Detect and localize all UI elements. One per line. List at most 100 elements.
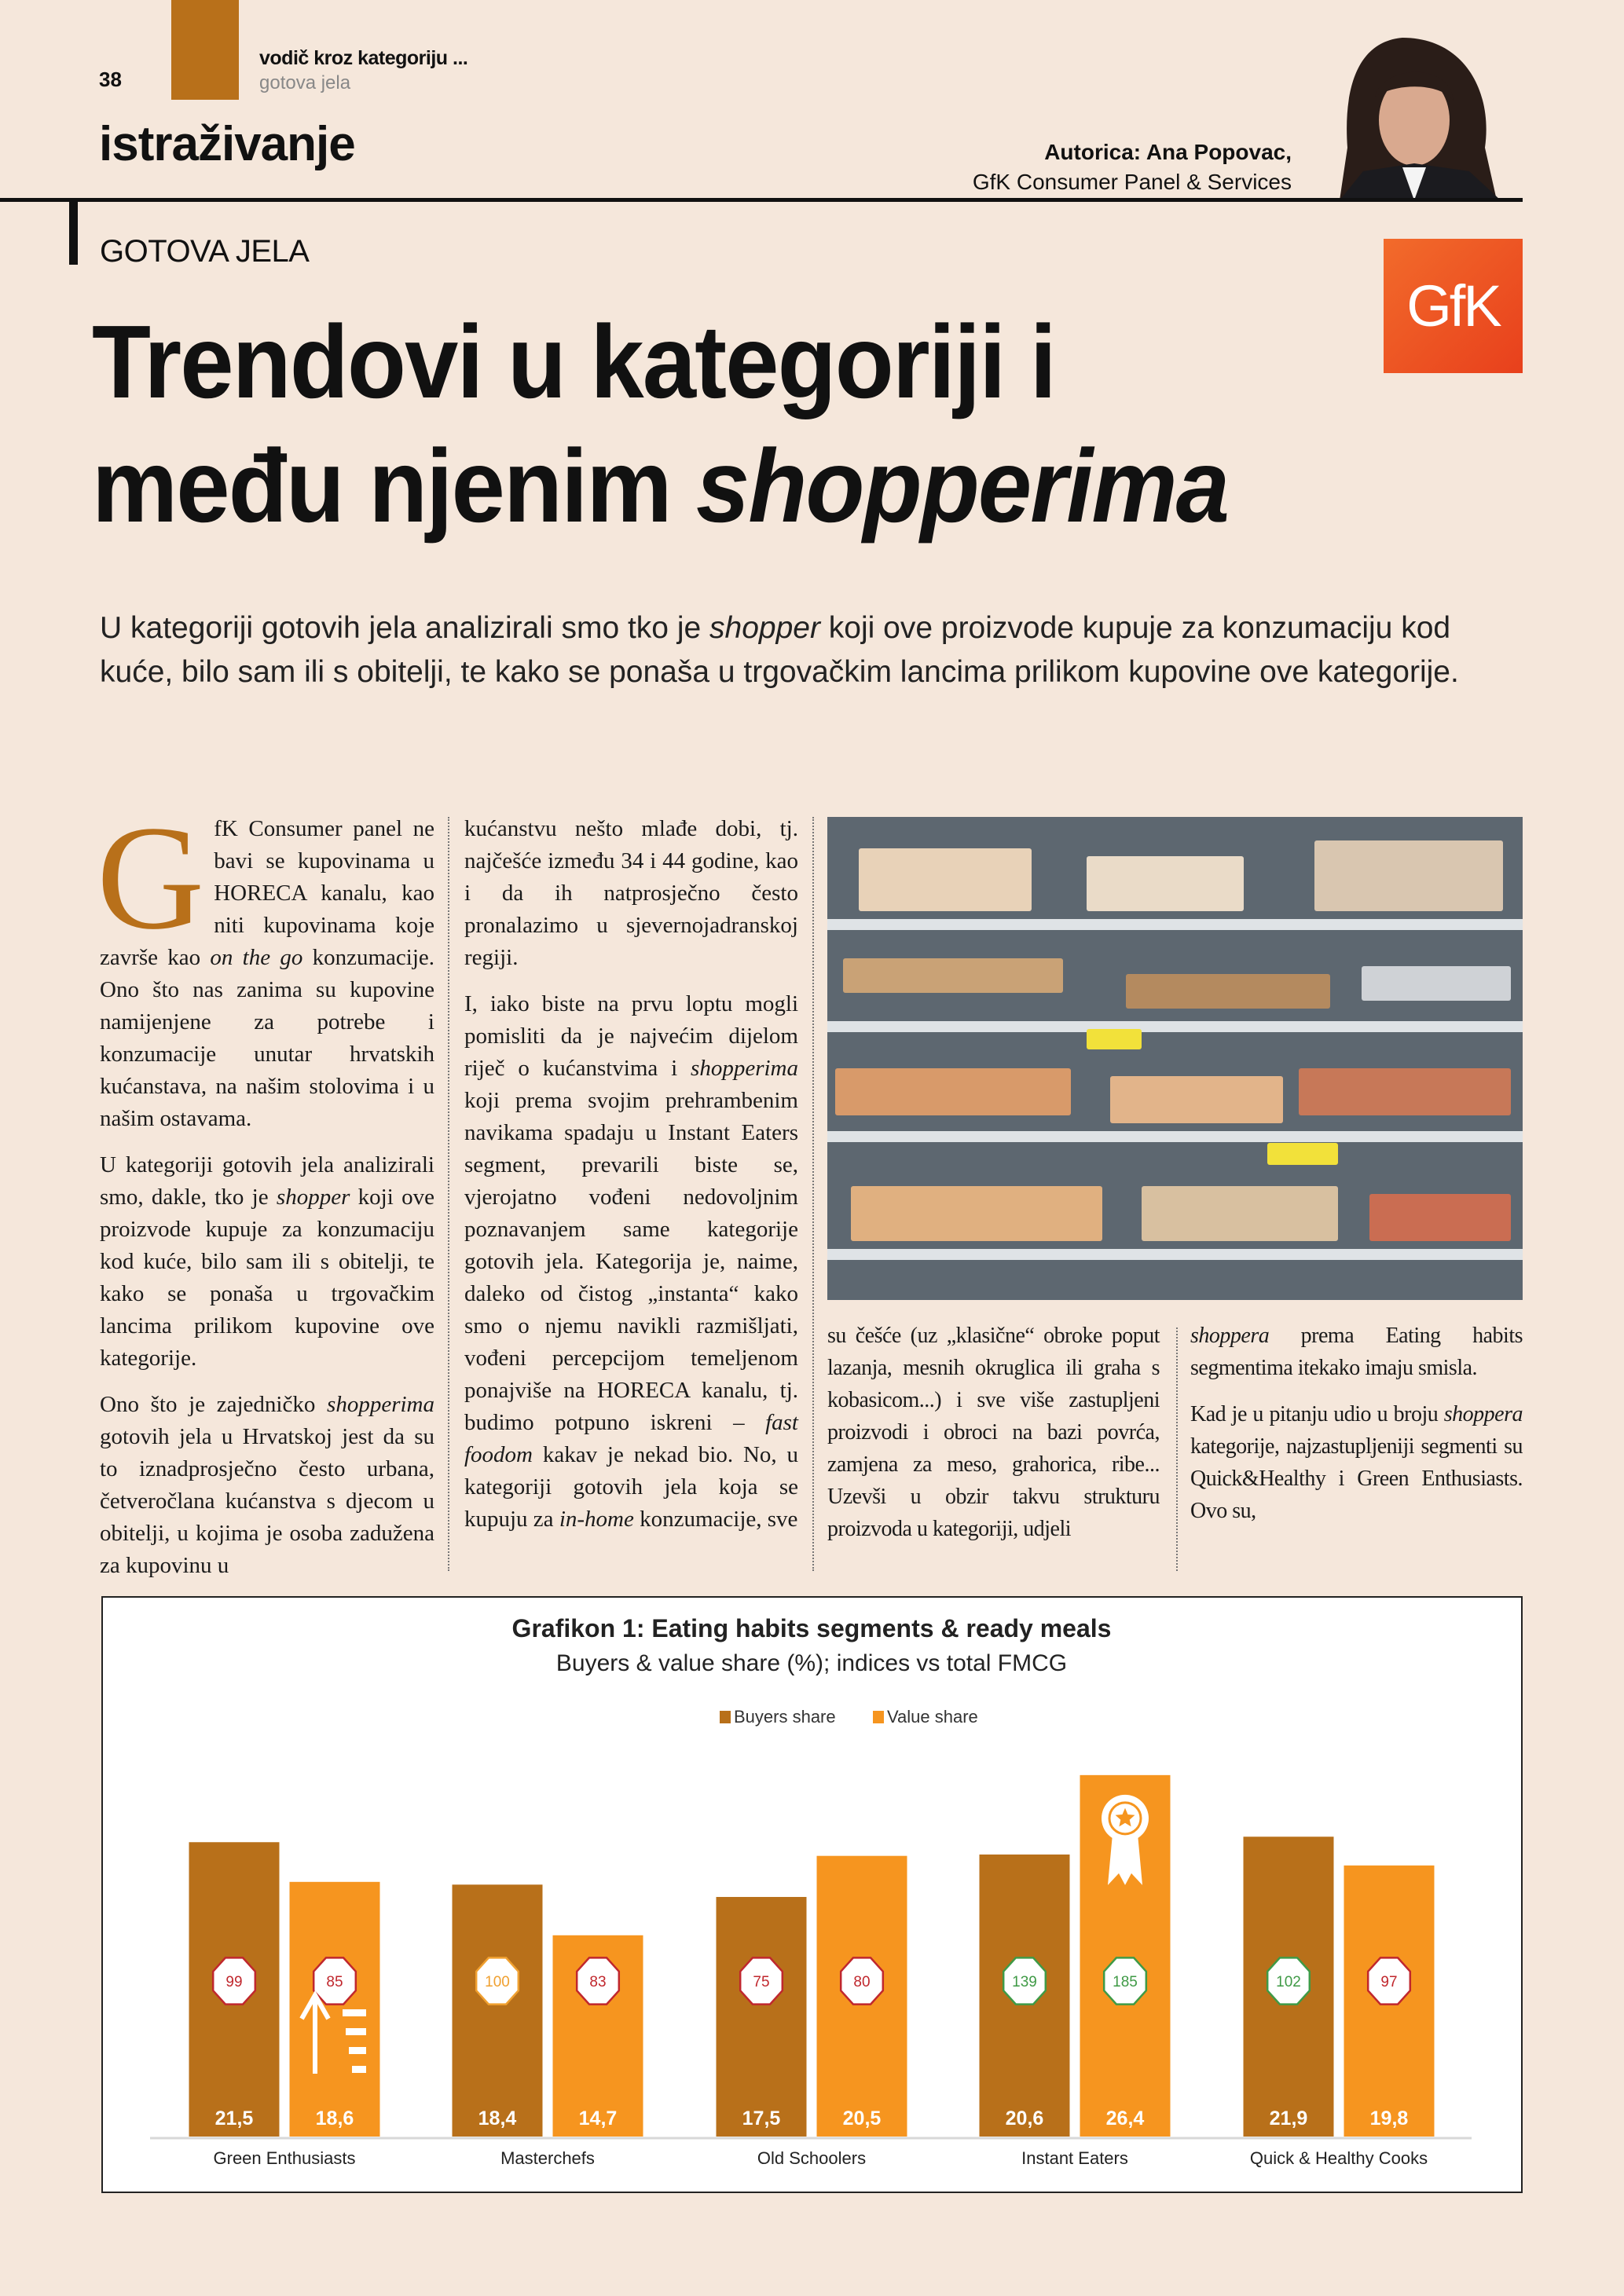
bar-value-label: 21,9 <box>1270 2107 1308 2129</box>
index-badge <box>1366 1957 1412 2005</box>
text: konzumacije. Ono što nas zanima su kupov… <box>100 945 434 1131</box>
author-name: Autorica: Ana Popovac, <box>1044 140 1292 164</box>
intro-italic: shopper <box>709 611 820 645</box>
legend-label: Value share <box>887 1707 978 1727</box>
arrow-bars <box>349 2047 366 2054</box>
text-italic: shopperima <box>327 1392 434 1417</box>
plot-area: 99 21,5 85 18,6 Green Enthusiasts 100 18,4 83 14… <box>150 1774 1472 2168</box>
text: I, iako biste na prvu loptu mogli pomisl… <box>464 991 798 1081</box>
text: Kad je u pitanju udio u broju <box>1190 1402 1444 1426</box>
text: konzumacije, sve <box>633 1507 798 1532</box>
category-label: Old Schoolers <box>757 2148 866 2168</box>
title-italic: shopperima <box>695 428 1230 544</box>
paragraph: shoppera prema Eating habits segmentima … <box>1190 1320 1523 1384</box>
bar-value-label: 21,5 <box>215 2107 254 2129</box>
text: U kategoriji gotovih jela analizirali sm… <box>100 1152 434 1210</box>
ready-meals-shelf-photo <box>827 817 1523 1300</box>
index-badge <box>839 1957 885 2005</box>
category-label: Masterchefs <box>500 2148 595 2168</box>
column-3: su češće (uz „klasične“ obroke poput laz… <box>827 1320 1160 1559</box>
index-value: 83 <box>589 1974 606 1990</box>
index-value: 185 <box>1113 1974 1138 1990</box>
text: Ono što je zajedničko <box>100 1392 328 1417</box>
text-italic: shopper <box>276 1185 350 1210</box>
article-title-line2: među njenim shopperima <box>92 434 1230 538</box>
text: kakav je nekad bio. No, u kategoriji got… <box>464 1442 798 1532</box>
author-org: GfK Consumer Panel & Services <box>972 170 1292 194</box>
index-value: 100 <box>485 1974 510 1990</box>
bar <box>289 1881 380 2137</box>
text-italic: shopperima <box>691 1056 798 1081</box>
index-badge <box>1102 1957 1148 2005</box>
article-title-line1: Trendovi u kategoriji i <box>92 304 1057 419</box>
paragraph: I, iako biste na prvu loptu mogli pomisl… <box>464 988 798 1536</box>
legend-label: Buyers share <box>734 1707 836 1727</box>
arrow-bars <box>352 2066 366 2073</box>
category-label: Quick & Healthy Cooks <box>1250 2148 1428 2168</box>
award-ribbon-icon <box>1102 1794 1149 1885</box>
index-badge <box>475 1957 520 2005</box>
bar-value-label: 18,4 <box>478 2107 517 2129</box>
index-value: 85 <box>326 1974 343 1990</box>
paragraph: U kategoriji gotovih jela analizirali sm… <box>100 1149 434 1375</box>
gfk-logo-text: GfK <box>1406 273 1501 339</box>
category-label: Green Enthusiasts <box>214 2148 356 2168</box>
index-value: 139 <box>1012 1974 1037 1990</box>
column-divider <box>448 817 449 1571</box>
gfk-logo: GfK <box>1384 239 1523 373</box>
index-badge <box>1266 1957 1311 2005</box>
text: koji ove proizvode kupuje za konzumaciju… <box>100 1185 434 1371</box>
title-plain: među njenim <box>92 428 696 544</box>
arrow-shape <box>299 1990 331 2074</box>
author-credit: Autorica: Ana Popovac, GfK Consumer Pane… <box>973 140 1292 195</box>
page-number: 38 <box>99 68 122 91</box>
bar-value-label: 17,5 <box>742 2107 781 2129</box>
text-italic: shoppera <box>1190 1324 1270 1348</box>
header-rule <box>0 198 1523 202</box>
paragraph: Kad je u pitanju udio u broju shoppera k… <box>1190 1398 1523 1527</box>
category-marker <box>69 200 78 265</box>
intro-text: U kategoriji gotovih jela analizirali sm… <box>100 611 710 645</box>
chart-legend: Buyers share Value share <box>720 1707 978 1727</box>
index-badge <box>312 1957 357 2005</box>
ribbon <box>1108 1833 1142 1885</box>
index-badge <box>739 1957 784 2005</box>
kicker-sub: gotova jela <box>259 72 351 93</box>
kicker: vodič kroz kategoriju ... <box>259 47 468 69</box>
section-color-block <box>171 0 239 100</box>
text: prema Eating habits segmentima itekako i… <box>1190 1324 1523 1380</box>
bar-value-label: 20,5 <box>843 2107 882 2129</box>
author-portrait <box>1308 22 1523 200</box>
paragraph: kućanstvu nešto mlađe dobi, tj. najčešće… <box>464 816 798 970</box>
bar-value-label: 18,6 <box>316 2107 354 2129</box>
intro-text: koji ove proizvode kupuje za konzumaciju… <box>100 611 1459 689</box>
text-italic: on the go <box>210 945 303 970</box>
bar <box>452 1884 543 2137</box>
text-italic: shoppera <box>1443 1402 1523 1426</box>
index-value: 97 <box>1380 1974 1397 1990</box>
column-2: kućanstvu nešto mlađe dobi, tj. najčešće… <box>464 813 798 1550</box>
bar-value-label: 26,4 <box>1106 2107 1145 2129</box>
star <box>1115 1807 1135 1827</box>
text: gotovih jela u Hrvatskoj jest da su to i… <box>100 1424 434 1578</box>
chart-container: Grafikon 1: Eating habits segments & rea… <box>101 1596 1523 2193</box>
drop-cap: G <box>97 796 205 961</box>
article-intro: U kategoriji gotovih jela analizirali sm… <box>100 606 1522 694</box>
text: kategorije, najzastupljeniji segmenti su… <box>1190 1434 1523 1523</box>
bar <box>716 1896 807 2137</box>
index-value: 102 <box>1276 1974 1301 1990</box>
category-label: Instant Eaters <box>1021 2148 1128 2168</box>
paragraph: su češće (uz „klasične“ obroke poput laz… <box>827 1324 1160 1541</box>
bar-value-label: 19,8 <box>1370 2107 1409 2129</box>
index-badge <box>211 1957 257 2005</box>
arrow-bars <box>343 2009 366 2016</box>
chart-subtitle: Buyers & value share (%); indices vs tot… <box>556 1650 1067 1676</box>
arrow-up-icon <box>299 1990 366 2074</box>
text: fK Consumer panel ne bavi se kupovinama … <box>100 816 434 970</box>
paragraph: Ono što je zajedničko shopperima gotovih… <box>100 1389 434 1582</box>
index-value: 99 <box>225 1974 242 1990</box>
legend-swatch <box>720 1711 731 1723</box>
text-italic: fast foodom <box>464 1410 798 1467</box>
